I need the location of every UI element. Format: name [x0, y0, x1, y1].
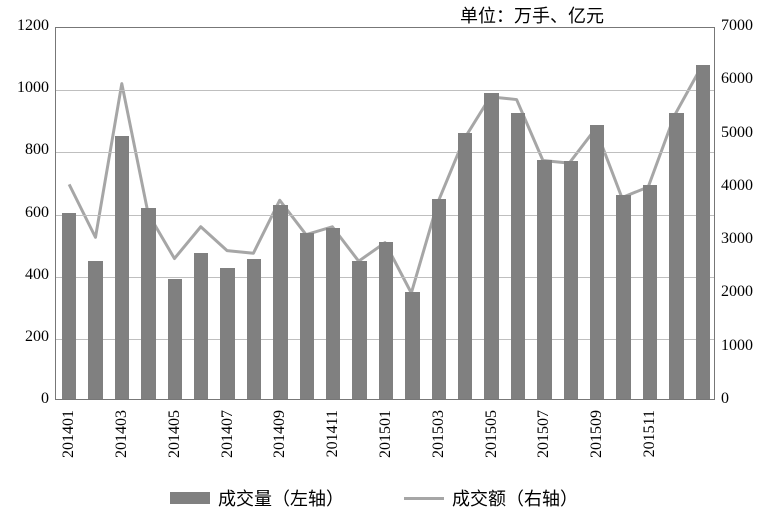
ytick-left: 0 — [41, 390, 49, 408]
ytick-right: 6000 — [721, 70, 753, 88]
bar — [326, 228, 341, 399]
plot-area — [55, 27, 715, 400]
ytick-right: 5000 — [721, 124, 753, 142]
bar — [643, 185, 658, 399]
legend-swatch-bar — [170, 492, 210, 504]
bar — [379, 242, 394, 399]
legend-swatch-line — [404, 497, 444, 500]
legend-item-bar: 成交量（左轴） — [170, 485, 344, 511]
gridline — [56, 90, 714, 91]
bar — [168, 279, 183, 399]
bar — [564, 161, 579, 399]
bar — [194, 253, 209, 399]
bar — [590, 125, 605, 399]
ytick-left: 200 — [25, 328, 49, 346]
bar — [432, 199, 447, 399]
xtick: 201401 — [60, 410, 78, 458]
xtick: 201511 — [641, 410, 659, 457]
bar — [273, 205, 288, 399]
xtick: 201505 — [483, 410, 501, 458]
gridline — [56, 152, 714, 153]
legend-label: 成交额（右轴） — [452, 485, 578, 511]
bar — [62, 213, 77, 400]
bar — [537, 160, 552, 399]
ytick-right: 1000 — [721, 337, 753, 355]
xtick: 201501 — [377, 410, 395, 458]
ytick-left: 1200 — [17, 17, 49, 35]
xtick: 201507 — [535, 410, 553, 458]
ytick-right: 2000 — [721, 283, 753, 301]
bar — [141, 208, 156, 399]
bar — [115, 136, 130, 399]
ytick-left: 400 — [25, 266, 49, 284]
xtick: 201411 — [324, 410, 342, 457]
ytick-right: 3000 — [721, 230, 753, 248]
legend: 成交量（左轴） 成交额（右轴） — [170, 485, 578, 511]
xtick: 201407 — [219, 410, 237, 458]
ytick-right: 4000 — [721, 177, 753, 195]
bar — [511, 113, 526, 399]
legend-item-line: 成交额（右轴） — [404, 485, 578, 511]
xtick: 201409 — [271, 410, 289, 458]
ytick-left: 800 — [25, 141, 49, 159]
xtick: 201509 — [588, 410, 606, 458]
ytick-left: 1000 — [17, 79, 49, 97]
unit-label: 单位：万手、亿元 — [460, 2, 604, 28]
ytick-right: 0 — [721, 390, 729, 408]
ytick-left: 600 — [25, 204, 49, 222]
bar — [220, 268, 235, 399]
xtick: 201405 — [166, 410, 184, 458]
bar — [405, 292, 420, 399]
bar — [458, 133, 473, 399]
xtick: 201403 — [113, 410, 131, 458]
bar — [88, 261, 103, 399]
bar — [352, 261, 367, 399]
bar — [247, 259, 262, 399]
bar — [616, 195, 631, 399]
ytick-right: 7000 — [721, 17, 753, 35]
bar — [696, 65, 711, 399]
combo-chart: 单位：万手、亿元 成交量（左轴） 成交额（右轴） 0 200 400 600 800 100… — [0, 0, 767, 513]
bar — [300, 233, 315, 399]
bar — [669, 113, 684, 399]
legend-label: 成交量（左轴） — [218, 485, 344, 511]
xtick: 201503 — [430, 410, 448, 458]
bar — [484, 93, 499, 399]
